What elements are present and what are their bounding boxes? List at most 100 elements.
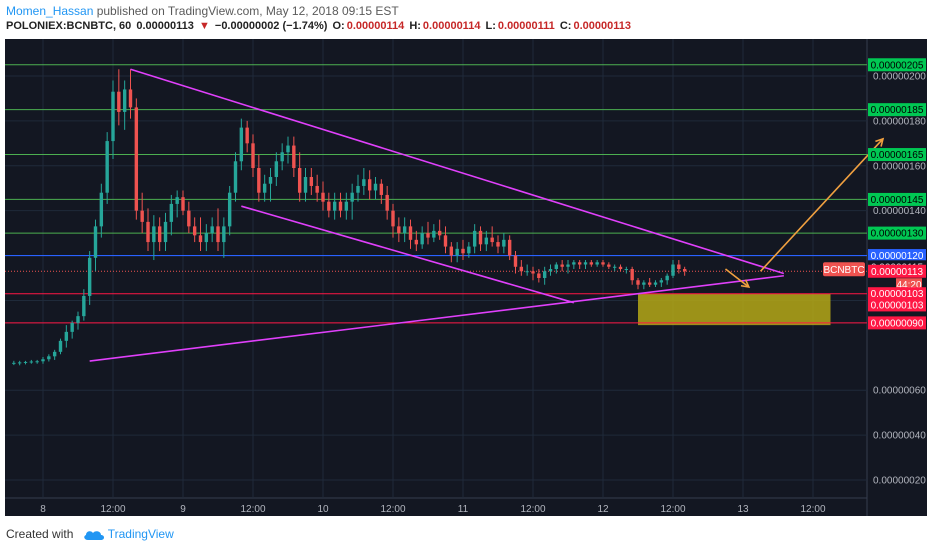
candle-body bbox=[262, 183, 267, 193]
drawings-layer bbox=[89, 68, 885, 362]
candle bbox=[274, 152, 279, 186]
candle-body bbox=[187, 210, 191, 227]
candle bbox=[198, 217, 203, 252]
candle-body bbox=[163, 221, 168, 243]
candle bbox=[566, 260, 570, 274]
price-tag: 0.00000090 bbox=[868, 316, 926, 330]
arrow-head bbox=[740, 279, 751, 288]
candle bbox=[548, 264, 553, 276]
candle-body bbox=[385, 194, 389, 211]
symbol-label: POLONIEX:BCNBTC, 60 bbox=[6, 20, 132, 32]
candle bbox=[227, 185, 232, 236]
candle bbox=[192, 217, 197, 243]
tradingview-cloud-icon bbox=[83, 531, 104, 540]
candle bbox=[117, 69, 121, 126]
candle-body bbox=[157, 226, 162, 243]
candle bbox=[507, 235, 512, 261]
candle-body bbox=[414, 239, 419, 245]
candle bbox=[572, 260, 576, 270]
trendline bbox=[89, 274, 784, 362]
candle-body bbox=[379, 183, 384, 195]
candle bbox=[519, 260, 524, 276]
candle-body bbox=[152, 226, 156, 243]
candle-body bbox=[35, 361, 39, 363]
author-link[interactable]: Momen_Hassan bbox=[6, 4, 94, 18]
price-tag-bg bbox=[868, 298, 926, 312]
price-tag-text: 0.00000120 bbox=[871, 251, 924, 262]
candle bbox=[630, 266, 634, 285]
candle bbox=[245, 120, 249, 153]
candle-body bbox=[134, 107, 139, 211]
candle bbox=[367, 170, 372, 200]
candle-body bbox=[443, 235, 448, 247]
high-value: 0.00000114 bbox=[422, 20, 481, 32]
candle-body bbox=[111, 91, 115, 142]
candle bbox=[309, 168, 314, 195]
publish-info: Momen_Hassan published on TradingView.co… bbox=[6, 4, 399, 18]
price-tag-bg bbox=[868, 316, 926, 330]
candle bbox=[216, 208, 220, 252]
candle-body bbox=[595, 262, 599, 265]
x-tick-label: 8 bbox=[40, 504, 46, 515]
candle-body bbox=[344, 201, 349, 211]
candle bbox=[677, 260, 681, 274]
candle-body bbox=[41, 359, 45, 362]
candle bbox=[187, 201, 191, 234]
x-tick-label: 12:00 bbox=[660, 504, 685, 515]
price-tag: 0.00000130 bbox=[868, 226, 926, 240]
trendline bbox=[130, 68, 785, 275]
candle bbox=[484, 230, 489, 252]
price-tag: 0.00000103 bbox=[868, 298, 926, 312]
candle bbox=[467, 242, 471, 258]
candle bbox=[204, 224, 209, 252]
low-label: L: bbox=[485, 20, 496, 32]
candle-body bbox=[297, 168, 302, 193]
candle-body bbox=[589, 262, 594, 265]
candle-body bbox=[630, 269, 634, 281]
candle-body bbox=[437, 230, 442, 236]
candle bbox=[379, 179, 384, 204]
candle bbox=[268, 168, 273, 202]
candle-body bbox=[70, 322, 74, 332]
candle bbox=[321, 181, 325, 211]
price-tag-bg bbox=[868, 103, 926, 117]
candle bbox=[105, 132, 109, 204]
symbol-tag: BCNBTC bbox=[823, 262, 865, 277]
candle bbox=[513, 251, 518, 274]
symbol-tag-bg bbox=[823, 262, 865, 277]
candle-body bbox=[327, 201, 331, 211]
candle bbox=[122, 80, 127, 130]
candle-body bbox=[105, 141, 109, 193]
candle-body bbox=[227, 192, 232, 227]
candle bbox=[134, 98, 139, 220]
candle-body bbox=[332, 201, 337, 211]
created-with-text: Created with bbox=[6, 527, 74, 541]
price-tag-bg bbox=[868, 226, 926, 240]
candle bbox=[35, 359, 39, 364]
candle bbox=[618, 264, 623, 272]
ohlc-legend: POLONIEX:BCNBTC, 60 0.00000113 ▼ −0.0000… bbox=[6, 20, 633, 32]
candle-body bbox=[531, 271, 535, 274]
candle-body bbox=[391, 210, 395, 227]
tradingview-link[interactable]: TradingView bbox=[107, 527, 174, 541]
candle-body bbox=[642, 282, 646, 285]
candle-body bbox=[647, 282, 652, 285]
candles-layer bbox=[12, 69, 687, 366]
y-tick-label: 0.00000180 bbox=[873, 116, 926, 127]
candle-body bbox=[29, 361, 34, 363]
candle-body bbox=[420, 233, 424, 245]
candle bbox=[292, 136, 296, 177]
open-value: 0.00000114 bbox=[346, 20, 405, 32]
candle bbox=[17, 360, 22, 366]
chart-pane[interactable] bbox=[5, 39, 867, 516]
price-tag-text: 0.00000103 bbox=[871, 289, 924, 300]
y-tick-label: 0.00000040 bbox=[873, 431, 926, 442]
candle-body bbox=[192, 226, 197, 236]
candle bbox=[647, 277, 652, 287]
candle-body bbox=[478, 230, 483, 245]
candle bbox=[344, 192, 349, 220]
x-tick-label: 12:00 bbox=[100, 504, 125, 515]
candle bbox=[653, 280, 658, 287]
candle bbox=[385, 185, 389, 220]
